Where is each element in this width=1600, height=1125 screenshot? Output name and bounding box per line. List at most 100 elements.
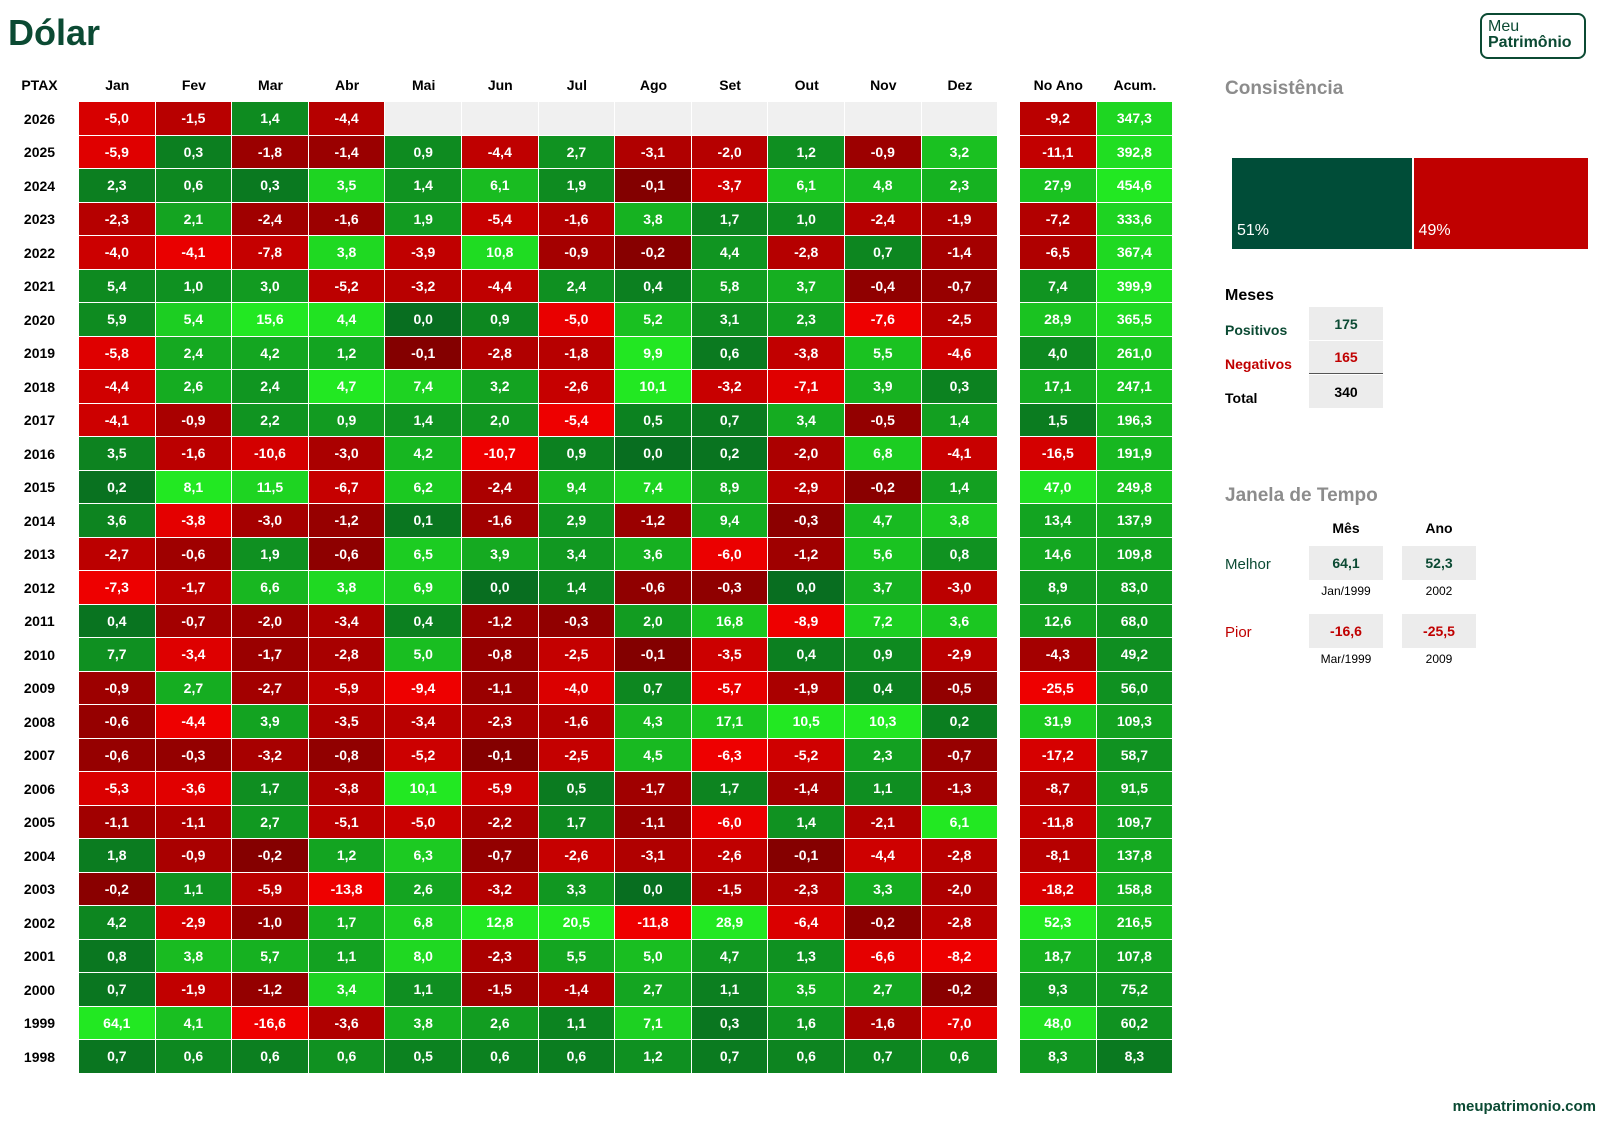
cell: -0,6 xyxy=(79,738,155,771)
row-label: 2026 xyxy=(23,110,56,127)
cell: 5,5 xyxy=(845,336,921,369)
cell: 0,2 xyxy=(691,437,768,470)
title: Dólar xyxy=(8,12,101,53)
cell: -0,3 xyxy=(538,604,615,637)
cell: 7,2 xyxy=(845,604,921,637)
cell: -6,6 xyxy=(845,939,921,972)
cell: 0,5 xyxy=(385,1040,461,1073)
cell: 12,8 xyxy=(462,906,538,939)
cell: 3,6 xyxy=(615,537,691,570)
cell: 8,9 xyxy=(691,470,768,503)
cell: -1,6 xyxy=(845,1006,921,1039)
cell: 0,1 xyxy=(385,504,461,537)
cell: -5,3 xyxy=(79,772,155,805)
cell: -3,8 xyxy=(155,504,232,537)
cell: 399,9 xyxy=(1096,269,1173,302)
cell: 10,5 xyxy=(768,705,844,738)
cell: 0,9 xyxy=(845,638,921,671)
row-label: 2016 xyxy=(23,445,56,462)
row-label: 2024 xyxy=(23,177,56,194)
cell: 0,8 xyxy=(921,537,998,570)
cell: -10,7 xyxy=(462,437,538,470)
row-label: 2012 xyxy=(23,579,56,596)
cell: 333,6 xyxy=(1096,202,1173,235)
cell: 1,1 xyxy=(308,939,385,972)
cell: 3,5 xyxy=(768,973,844,1006)
cell: -0,6 xyxy=(155,537,232,570)
cell: -3,4 xyxy=(308,604,385,637)
cell: -4,6 xyxy=(921,336,998,369)
cell: -2,3 xyxy=(462,939,538,972)
row-label: 2023 xyxy=(23,211,56,228)
cell: 2,7 xyxy=(538,135,615,168)
cell: -0,3 xyxy=(691,571,768,604)
cell: 1,1 xyxy=(155,872,232,905)
cell: 2,3 xyxy=(845,738,921,771)
cell: -0,1 xyxy=(768,839,844,872)
cell: 3,8 xyxy=(308,571,385,604)
cell: 5,8 xyxy=(691,269,768,302)
cell: 1,3 xyxy=(768,939,844,972)
summary-label: Negativos xyxy=(1225,356,1292,372)
cell: 0,2 xyxy=(921,705,998,738)
cell: 5,7 xyxy=(232,939,308,972)
cell: -0,3 xyxy=(155,738,232,771)
cell: 9,3 xyxy=(1020,973,1096,1006)
cell: -0,9 xyxy=(155,403,232,436)
cell: 75,2 xyxy=(1096,973,1173,1006)
cell: -5,0 xyxy=(538,303,615,336)
cell: -1,4 xyxy=(308,135,385,168)
cell: -2,6 xyxy=(538,839,615,872)
cell: -9,4 xyxy=(385,671,461,704)
cell: -3,4 xyxy=(385,705,461,738)
row-label: 1998 xyxy=(23,1048,56,1065)
cell: -5,9 xyxy=(232,872,308,905)
cell: -1,6 xyxy=(538,705,615,738)
cell: 1,7 xyxy=(538,805,615,838)
cell: -3,8 xyxy=(308,772,385,805)
cell: 109,3 xyxy=(1096,705,1173,738)
cell: -4,0 xyxy=(79,236,155,269)
cell: -2,8 xyxy=(768,236,844,269)
cell: 0,6 xyxy=(155,1040,232,1073)
cell: 28,9 xyxy=(691,906,768,939)
cell: -2,2 xyxy=(462,805,538,838)
cell: 0,5 xyxy=(615,403,691,436)
cell: -2,9 xyxy=(921,638,998,671)
cell: 0,0 xyxy=(615,437,691,470)
cell: -5,9 xyxy=(308,671,385,704)
cell: -6,0 xyxy=(691,537,768,570)
header-cell: Ago xyxy=(639,77,668,93)
cell: -0,9 xyxy=(538,236,615,269)
cell: 1,4 xyxy=(768,805,844,838)
cell: -5,4 xyxy=(538,403,615,436)
cell: -2,5 xyxy=(921,303,998,336)
cell: -2,0 xyxy=(232,604,308,637)
cell: -1,4 xyxy=(921,236,998,269)
cell: 1,6 xyxy=(768,1006,844,1039)
cell: 15,6 xyxy=(232,303,308,336)
empty-cell xyxy=(462,102,538,135)
cell: 5,0 xyxy=(615,939,691,972)
cell: -3,4 xyxy=(155,638,232,671)
cell: 1,1 xyxy=(385,973,461,1006)
cell: -1,3 xyxy=(921,772,998,805)
cell: 47,0 xyxy=(1020,470,1096,503)
cell: 5,4 xyxy=(155,303,232,336)
cell: 1,4 xyxy=(921,403,998,436)
cell: 1,0 xyxy=(768,202,844,235)
footer: meupatrimonio.com xyxy=(1452,1098,1596,1115)
cell: 3,2 xyxy=(462,370,538,403)
cell: -3,6 xyxy=(155,772,232,805)
row-label: 2013 xyxy=(23,546,56,563)
cell: 5,4 xyxy=(79,269,155,302)
cell: 9,9 xyxy=(615,336,691,369)
cell: 7,4 xyxy=(1020,269,1096,302)
cell: 6,8 xyxy=(385,906,461,939)
cell: -2,7 xyxy=(232,671,308,704)
cell: 4,2 xyxy=(79,906,155,939)
cell: 1,1 xyxy=(691,973,768,1006)
cell: 1,8 xyxy=(79,839,155,872)
cell: 4,1 xyxy=(155,1006,232,1039)
cell: -4,3 xyxy=(1020,638,1096,671)
